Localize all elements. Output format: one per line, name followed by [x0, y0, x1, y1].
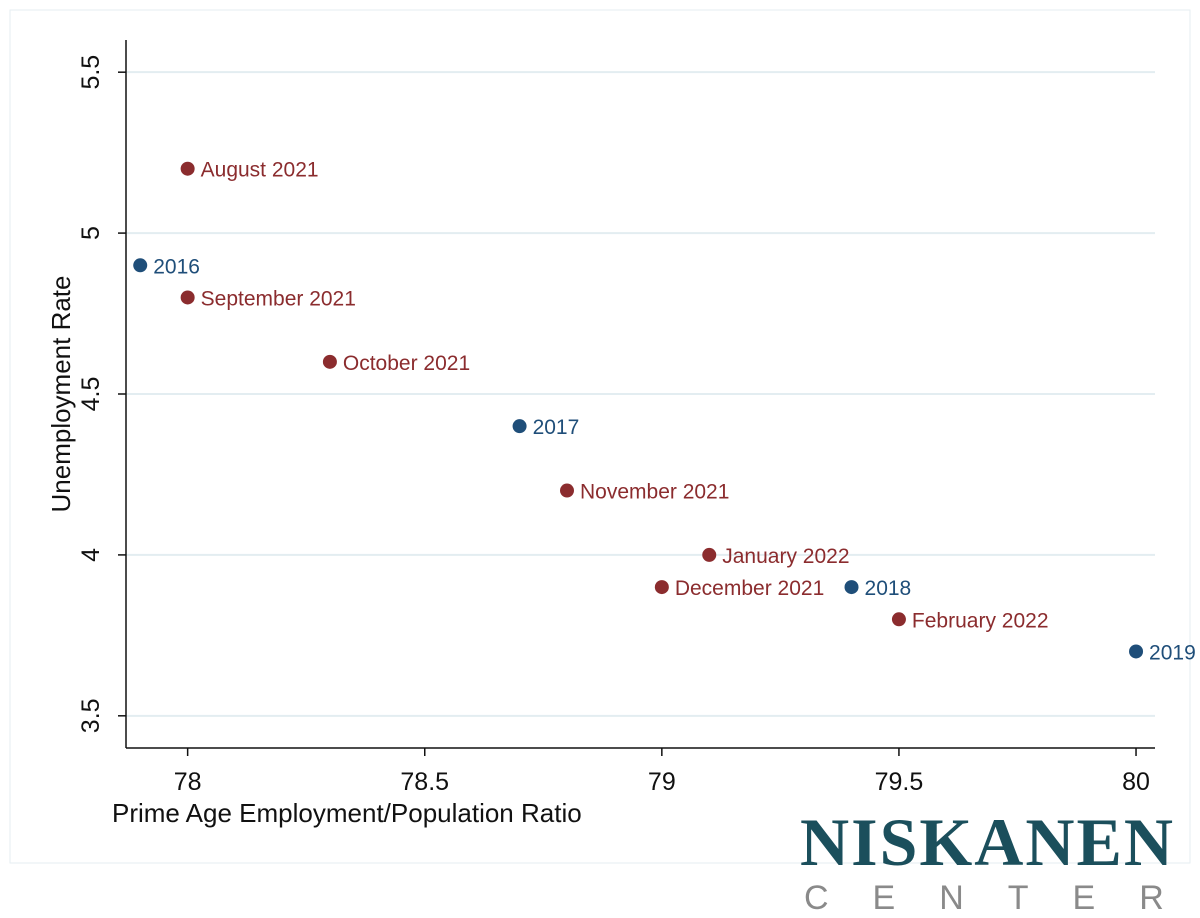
- x-ticks: 78 78.5 79 79.5 80: [174, 748, 1150, 796]
- x-tick-label: 79.5: [875, 768, 924, 796]
- data-point: [560, 483, 574, 498]
- point-label: 2019: [1149, 641, 1196, 664]
- point-label: 2018: [865, 577, 912, 600]
- y-tick-label: 5: [77, 226, 105, 240]
- y-ticks: 3.5 4 4.5 5 5.5: [77, 55, 126, 733]
- x-axis-title: Prime Age Employment/Population Ratio: [112, 798, 582, 828]
- point-label: November 2021: [580, 481, 729, 504]
- x-tick-label: 79: [648, 768, 676, 796]
- data-point: [133, 258, 148, 273]
- point-label: December 2021: [675, 577, 824, 600]
- point-label: October 2021: [343, 352, 470, 375]
- y-tick-label: 5.5: [77, 55, 105, 90]
- data-point: [844, 580, 859, 595]
- y-axis-title: Unemployment Rate: [46, 276, 76, 513]
- data-point: [654, 580, 669, 595]
- x-tick-label: 80: [1122, 768, 1150, 796]
- x-tick-label: 78: [174, 768, 202, 796]
- niskanen-center-logo: NISKANEN CENTER: [800, 808, 1175, 918]
- data-point: [322, 354, 337, 369]
- gridlines: [126, 71, 1155, 717]
- data-point: [1129, 644, 1144, 659]
- data-point: [512, 419, 527, 434]
- y-tick-label: 3.5: [77, 698, 105, 733]
- x-tick-label: 78.5: [400, 768, 449, 796]
- data-points: 2016 2017 2018 2019 August 2021 September 202…: [133, 159, 1196, 664]
- point-label: September 2021: [201, 287, 356, 310]
- data-point: [180, 161, 195, 176]
- data-point: [891, 612, 906, 627]
- y-tick-label: 4.5: [77, 377, 105, 412]
- data-point: [180, 290, 195, 305]
- point-label: 2016: [153, 255, 200, 278]
- y-tick-label: 4: [77, 548, 105, 562]
- plot-frame: [9, 9, 1191, 864]
- logo-subtitle: CENTER: [804, 879, 1200, 917]
- point-label: August 2021: [201, 159, 319, 182]
- point-label: 2017: [533, 416, 580, 439]
- point-label: January 2022: [722, 545, 849, 568]
- point-label: February 2022: [912, 609, 1049, 632]
- logo-wordmark: NISKANEN: [800, 804, 1175, 880]
- data-point: [702, 547, 717, 562]
